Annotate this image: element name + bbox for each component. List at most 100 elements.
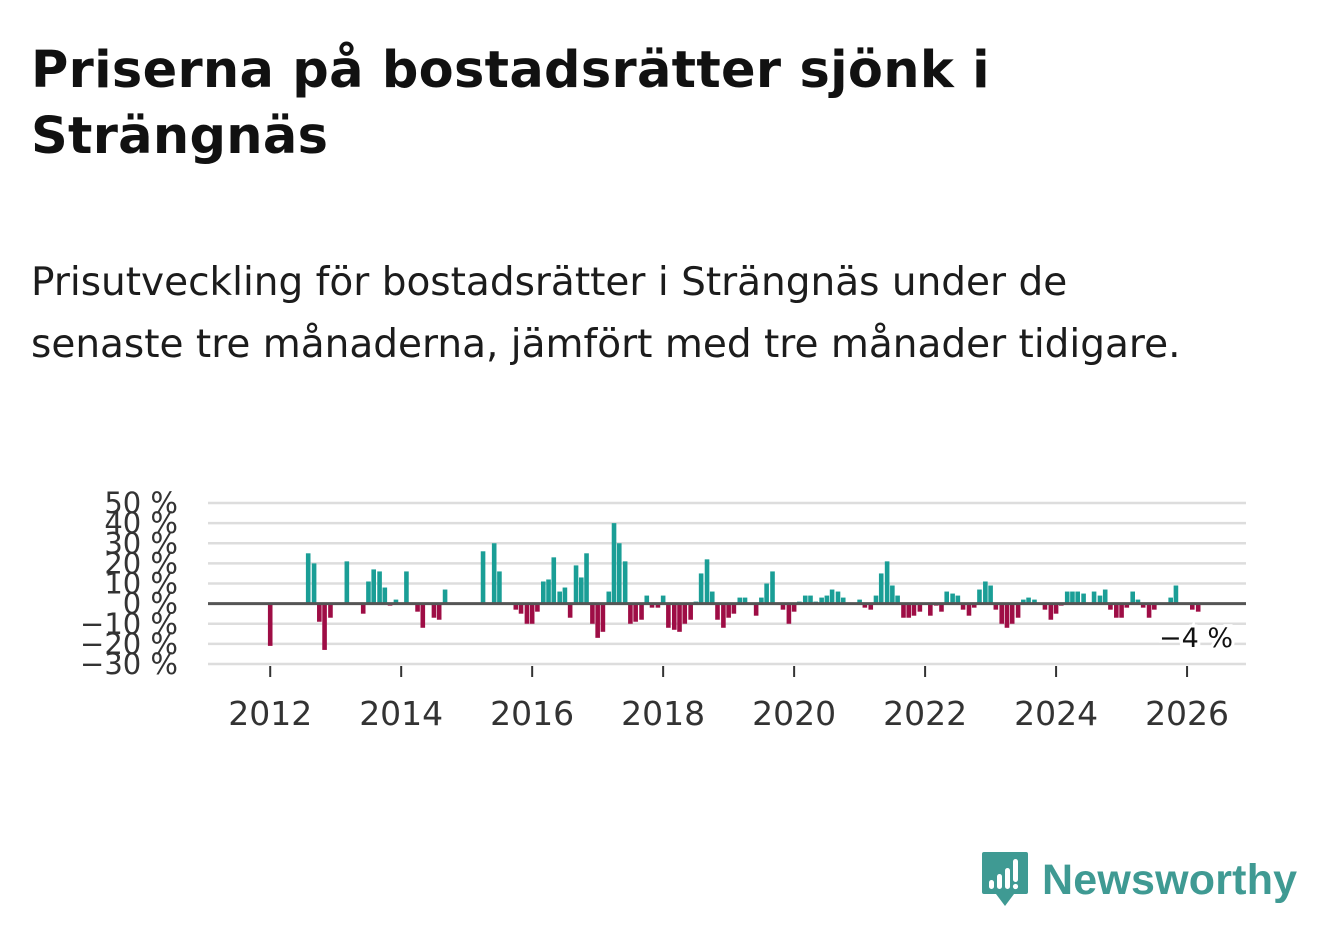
bar [1026,597,1031,604]
bar [606,591,612,604]
x-tick-label: 2012 [228,694,312,733]
bar [366,581,371,604]
bar [513,603,519,610]
bar [709,591,715,604]
grid [208,501,1246,666]
bar [677,603,682,632]
bar [377,571,382,604]
bar [955,595,961,604]
bar [824,595,830,604]
bar [541,581,546,604]
bar [480,551,486,604]
bar [715,603,720,620]
bar [1135,599,1141,604]
bar [420,603,426,628]
bar [721,603,726,628]
bar [731,603,737,614]
bar [305,553,311,604]
bar [546,579,551,604]
bar [1091,591,1097,604]
bar [311,563,317,604]
bar [584,553,589,604]
bar [611,523,617,604]
bar [644,595,650,604]
x-tick-label: 2024 [1014,694,1098,733]
bar [960,603,966,610]
bar [628,603,633,624]
bar [497,571,502,604]
bar [911,603,917,616]
bar [393,599,399,604]
bar [802,595,808,604]
bar [317,603,322,622]
bar [884,561,890,604]
bar [1102,589,1108,604]
bar [971,603,977,608]
bar [950,593,955,604]
bar [655,603,661,608]
bar [835,591,841,604]
bar [1119,603,1124,618]
bar [698,573,704,604]
bar-chart: 50 %40 %30 %20 %10 %0 %−10 %−20 %−30 % 2… [80,486,1246,733]
bar [1097,595,1103,604]
newsworthy-logo: Newsworthy [980,850,1297,910]
bar [1108,603,1113,610]
bar [1015,603,1021,618]
x-tick-label: 2018 [621,694,705,733]
bar [551,557,557,604]
bar [524,603,530,624]
bar [1021,599,1026,604]
bar [944,591,950,604]
bar [360,603,366,614]
bar [1070,591,1075,604]
bar [1032,599,1037,604]
bar [857,599,862,604]
bar [1004,603,1010,628]
chart-title: Priserna på bostadsrätter sjönk i Sträng… [31,41,990,166]
bar [966,603,972,616]
bar [1152,603,1157,610]
bar [1140,603,1146,608]
y-tick-label: −20 % [80,627,178,661]
bar [928,603,933,616]
bar [518,603,524,614]
bar [1064,591,1070,604]
bar [737,597,743,604]
bar [622,561,628,604]
y-axis-labels: 50 %40 %30 %20 %10 %0 %−10 %−20 %−30 % [80,486,178,681]
bar [557,591,562,604]
bar [590,603,595,624]
bar [415,603,420,612]
bars [267,523,1201,650]
bar [600,603,606,632]
bar [791,603,797,612]
bar [753,603,759,616]
x-axis: 2012 2014 2016 2018 2020 2022 2024 2026 [228,666,1229,733]
bar [868,603,874,610]
bar [595,603,600,638]
bar [829,589,835,604]
x-tick-label: 2022 [883,694,967,733]
y-tick-label: 50 % [104,486,178,520]
bar [442,589,448,604]
bar [404,571,409,604]
bar [983,581,988,604]
x-tick-label: 2020 [752,694,836,733]
bar [770,571,775,604]
bar [671,603,677,630]
last-value-label: −4 % [1159,623,1233,654]
bar [649,603,655,608]
bar [977,589,982,604]
bar [573,565,579,604]
bar [988,585,993,604]
bar [666,603,671,628]
bar [371,569,376,604]
newsworthy-logo-icon [982,852,1028,906]
y-tick-label: 20 % [104,546,178,580]
bar [535,603,540,612]
bar [344,561,350,604]
y-tick-label: 30 % [104,526,178,560]
bar [993,603,999,610]
